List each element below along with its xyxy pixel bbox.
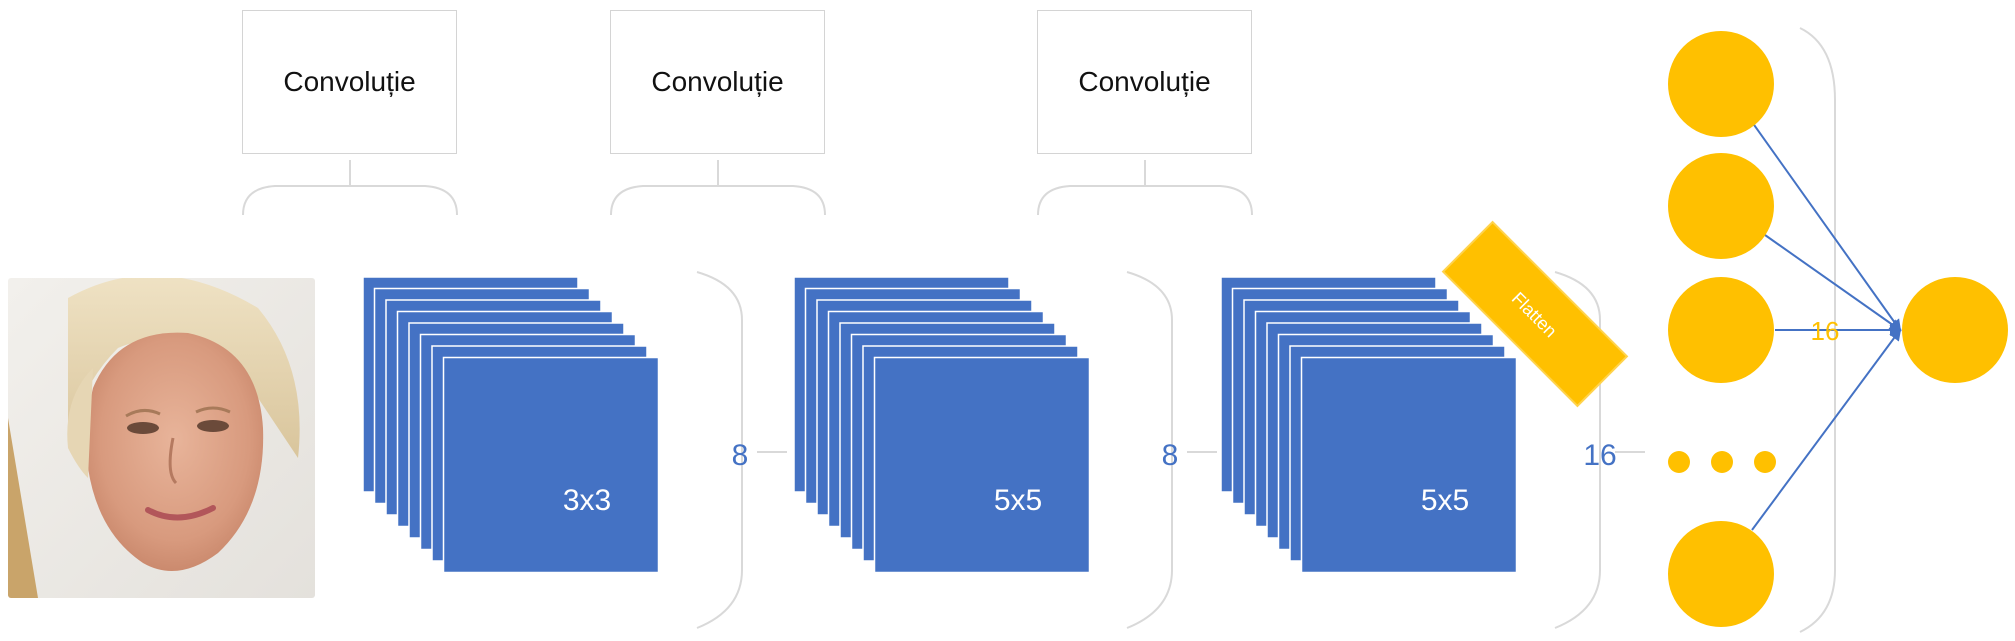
connection-1	[1752, 122, 1900, 330]
dense-neuron-3	[1668, 277, 1774, 383]
feature-map-layer-1-8	[444, 358, 659, 573]
feature-map-layer-3-8	[1302, 358, 1517, 573]
channel-count-3: 16	[1583, 439, 1616, 472]
top-brace-1	[243, 186, 457, 215]
ellipsis-dot-1	[1668, 451, 1690, 473]
dense-neuron-4	[1668, 521, 1774, 627]
dense-neuron-2	[1668, 153, 1774, 259]
feature-map-layer-2-8	[875, 358, 1090, 573]
channel-count-2: 8	[1162, 439, 1179, 472]
kernel-size-label-2: 5x5	[994, 484, 1042, 517]
output-neuron	[1902, 277, 2008, 383]
channel-count-1: 8	[732, 439, 749, 472]
feature-map-stack-3	[1221, 277, 1517, 573]
feature-map-stack-2	[794, 277, 1090, 573]
feature-map-stack-1	[363, 277, 659, 573]
ellipsis-dot-2	[1711, 451, 1733, 473]
top-brace-3	[1038, 186, 1252, 215]
ellipsis-dot-3	[1754, 451, 1776, 473]
convolution-connectors	[243, 160, 1252, 215]
kernel-size-label-3: 5x5	[1421, 484, 1469, 517]
top-brace-2	[611, 186, 825, 215]
kernel-size-label-1: 3x3	[563, 484, 611, 517]
dense-neuron-1	[1668, 31, 1774, 137]
dense-unit-count: 16	[1811, 316, 1840, 346]
connection-4	[1752, 330, 1900, 530]
dense-layer	[1668, 31, 1776, 627]
